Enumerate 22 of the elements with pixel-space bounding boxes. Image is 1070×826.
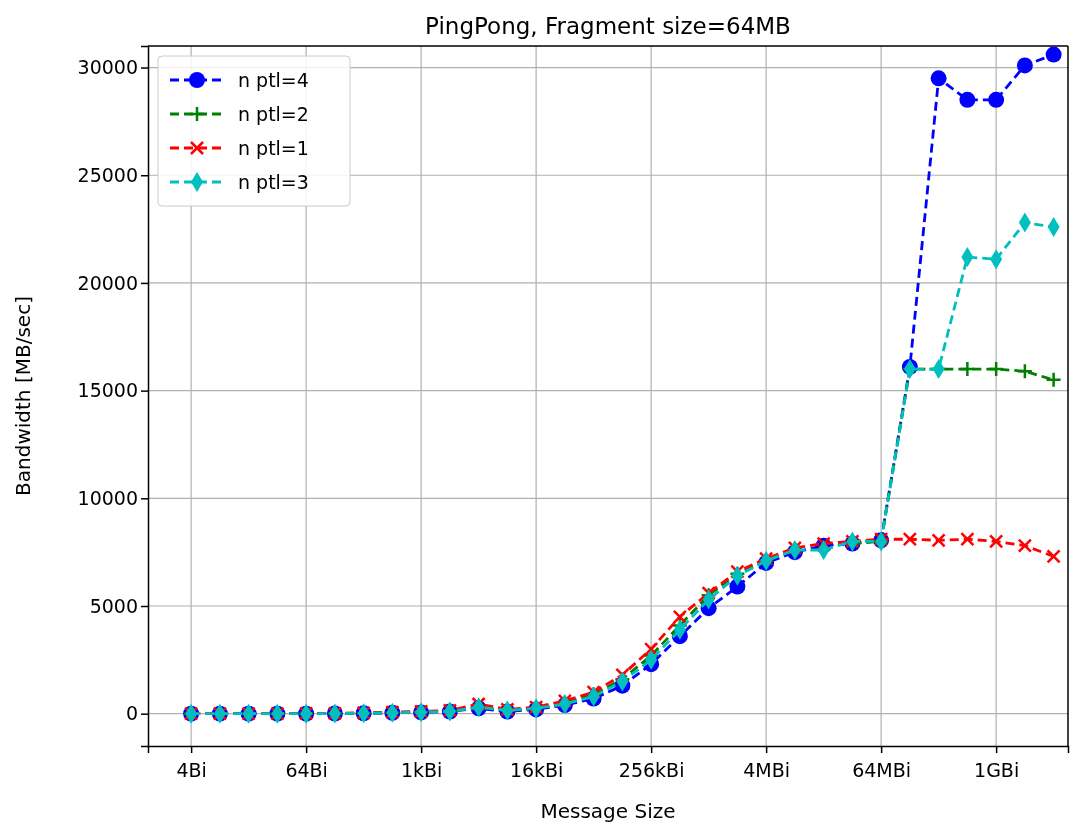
chart-title: PingPong, Fragment size=64MB bbox=[425, 13, 791, 39]
y-tick-label: 10000 bbox=[77, 486, 138, 509]
legend-label: n ptl=2 bbox=[238, 103, 309, 125]
x-tick-label: 256kBi bbox=[618, 758, 685, 781]
legend-label: n ptl=1 bbox=[238, 137, 309, 159]
y-tick-label: 5000 bbox=[89, 594, 138, 617]
x-tick-label: 4MBi bbox=[743, 758, 791, 781]
y-tick-label: 15000 bbox=[77, 379, 138, 402]
x-tick-label: 64Bi bbox=[285, 758, 328, 781]
x-tick-label: 64MBi bbox=[852, 758, 912, 781]
y-tick-label: 0 bbox=[125, 702, 138, 725]
legend-label: n ptl=4 bbox=[238, 69, 309, 91]
x-axis-title: Message Size bbox=[540, 799, 676, 823]
x-tick-label: 16kBi bbox=[509, 758, 564, 781]
y-tick-label: 30000 bbox=[77, 56, 138, 79]
legend-label: n ptl=3 bbox=[238, 171, 309, 193]
y-tick-label: 25000 bbox=[77, 163, 138, 186]
y-tick-label: 20000 bbox=[77, 271, 138, 294]
x-tick-label: 1kBi bbox=[400, 758, 443, 781]
y-axis-title: Bandwidth [MB/sec] bbox=[11, 296, 35, 496]
x-tick-label: 4Bi bbox=[176, 758, 207, 781]
x-tick-label: 1GBi bbox=[974, 758, 1020, 781]
